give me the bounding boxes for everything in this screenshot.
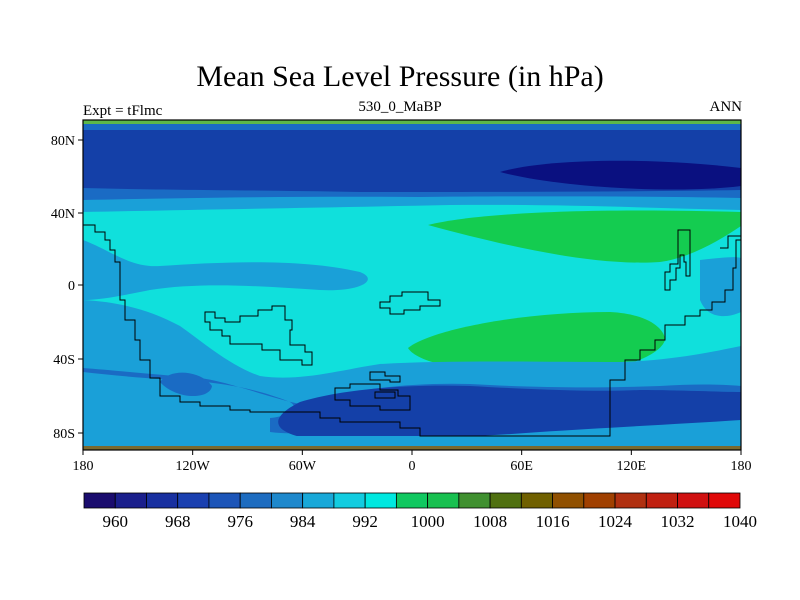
- field-south-high: [408, 312, 665, 375]
- coastline-africa: [204, 305, 313, 366]
- colorbar-label: 968: [165, 512, 191, 531]
- colorbar-label: 992: [352, 512, 378, 531]
- time-label: 530_0_MaBP: [358, 99, 442, 115]
- colorbar-swatch: [239, 492, 272, 509]
- colorbar-label: 1032: [661, 512, 695, 531]
- colorbar-swatch: [552, 492, 585, 509]
- colorbar-swatch: [708, 492, 741, 509]
- colorbar-label: 1016: [536, 512, 570, 531]
- colorbar-swatch: [146, 492, 179, 509]
- coastlines: [83, 224, 741, 437]
- lat-tick-label: 80S: [53, 427, 75, 442]
- chart-title: Mean Sea Level Pressure (in hPa): [196, 60, 604, 93]
- colorbar-swatch: [302, 492, 335, 509]
- field-top-edge: [83, 120, 741, 124]
- field-bottom-edge: [83, 446, 741, 450]
- season-label: ANN: [709, 99, 743, 115]
- colorbar-swatch: [427, 492, 460, 509]
- coastline-antarctic-isle: [334, 383, 411, 411]
- colorbar-swatch: [364, 492, 397, 509]
- field-sw-low-patch: [160, 372, 212, 397]
- experiment-label: Expt = tFlmc: [83, 103, 163, 119]
- colorbar-swatch: [395, 492, 429, 509]
- colorbar-swatch: [333, 492, 366, 509]
- colorbar-label: 1008: [473, 512, 507, 531]
- lon-tick-label: 60W: [289, 459, 317, 474]
- colorbar: 960 968 976 984 992 1000 1008 1016 1024 1032 1040: [83, 492, 757, 531]
- field-north-lowest: [500, 160, 741, 190]
- field-south-very-low: [278, 385, 741, 440]
- lon-tick-label: 180: [731, 459, 752, 474]
- lat-tick-label: 40N: [51, 207, 75, 222]
- lat-tick-label: 0: [68, 279, 75, 294]
- lat-tick-label: 80N: [51, 134, 75, 149]
- colorbar-swatch: [583, 492, 616, 509]
- colorbar-label: 1024: [598, 512, 633, 531]
- coastline-americas: [83, 224, 741, 437]
- lon-tick-label: 0: [409, 459, 416, 474]
- colorbar-swatch: [177, 492, 210, 509]
- colorbar-label: 960: [102, 512, 128, 531]
- colorbar-swatch: [458, 492, 491, 509]
- lon-tick-label: 120W: [176, 459, 211, 474]
- coastline-islands: [369, 371, 401, 399]
- coastline-asia: [664, 229, 691, 291]
- lat-tick-label: 40S: [53, 353, 75, 368]
- colorbar-swatch: [520, 492, 553, 509]
- colorbar-label: 984: [290, 512, 316, 531]
- axis-ticks: 180 120W 60W 0 60E 120E 180 80N 40N 0 40S 80S: [51, 134, 752, 474]
- lon-tick-label: 120E: [617, 459, 647, 474]
- colorbar-label: 1000: [411, 512, 445, 531]
- colorbar-swatch: [83, 492, 116, 509]
- colorbar-swatch: [614, 492, 647, 509]
- colorbar-label: 1040: [723, 512, 757, 531]
- coastline-east: [720, 235, 741, 249]
- colorbar-swatch: [208, 492, 241, 509]
- colorbar-label: 976: [227, 512, 253, 531]
- colorbar-swatch: [645, 492, 678, 509]
- map-plot: [82, 119, 742, 451]
- colorbar-swatch: [114, 492, 147, 509]
- field-east-mid-low: [700, 257, 741, 317]
- coastline-europe: [379, 291, 441, 315]
- lon-tick-label: 60E: [510, 459, 533, 474]
- colorbar-swatch: [677, 492, 710, 509]
- colorbar-swatch: [489, 492, 522, 509]
- field-west-mid-low: [83, 240, 368, 300]
- colorbar-swatch: [271, 492, 304, 509]
- field-north-high: [428, 210, 741, 263]
- lon-tick-label: 180: [73, 459, 94, 474]
